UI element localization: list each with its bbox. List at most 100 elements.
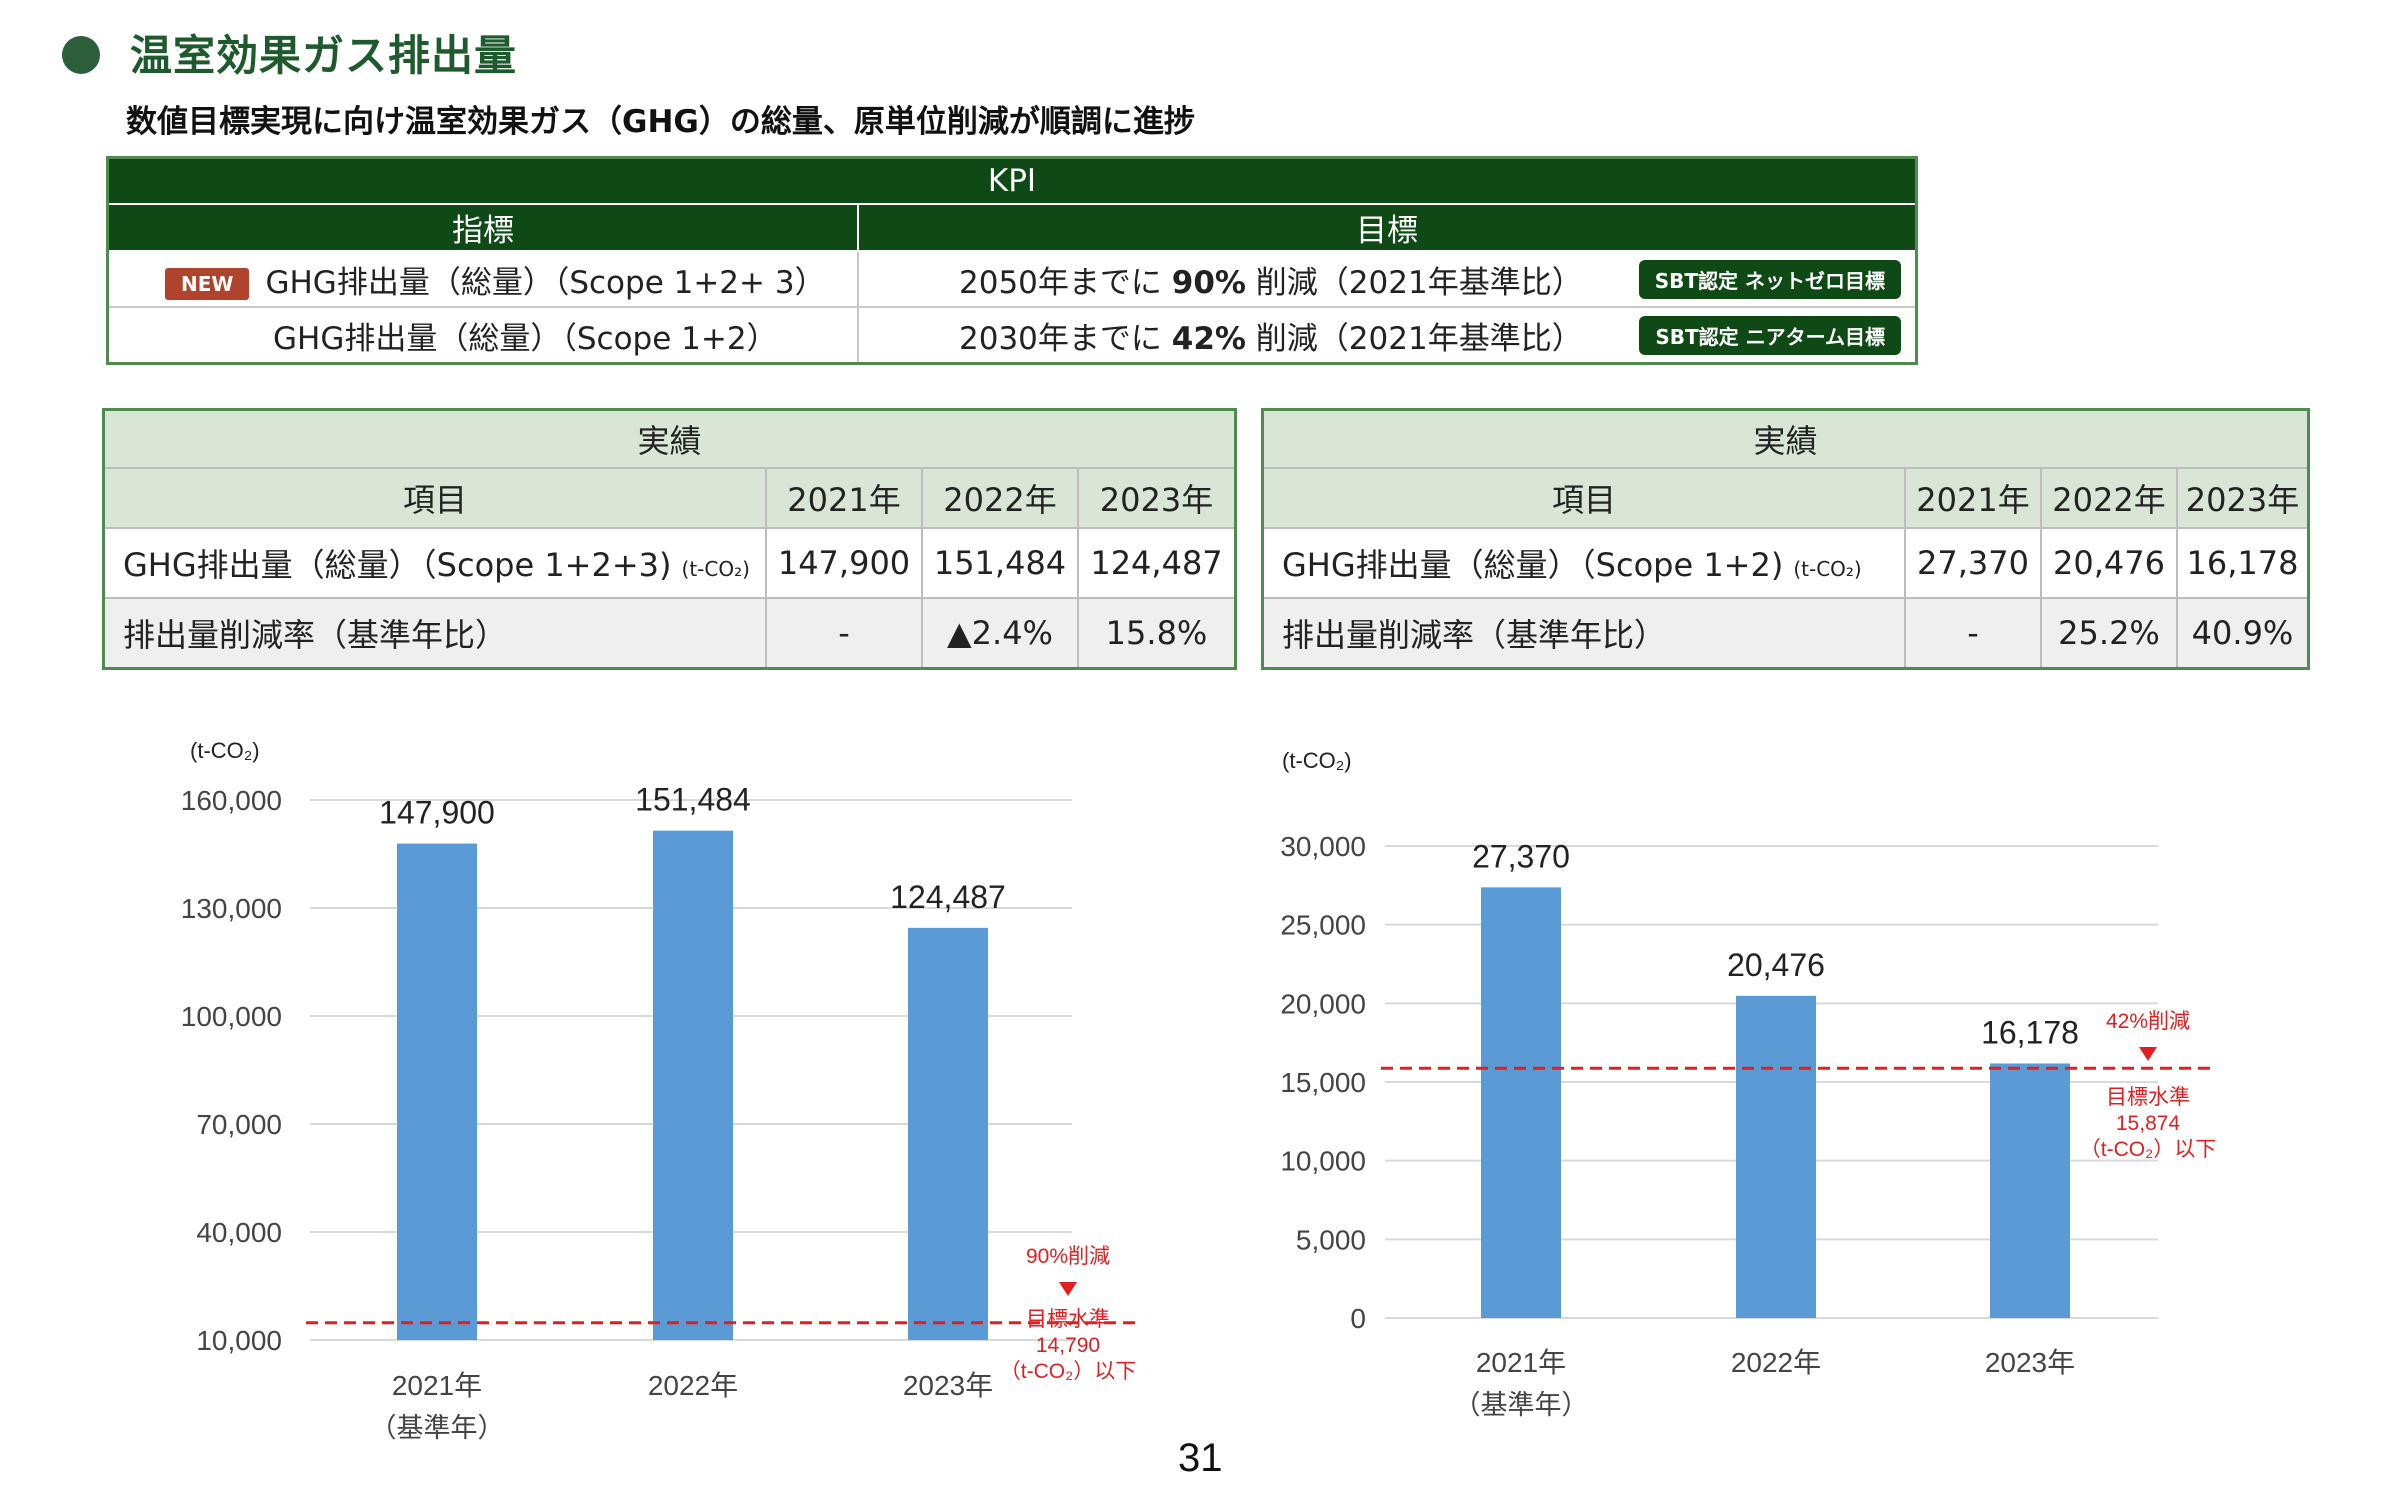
y-tick-label: 0 xyxy=(1350,1303,1366,1334)
unit-label: (t-CO₂) xyxy=(1282,748,1352,773)
target-note: （t-CO₂）以下 xyxy=(2080,1138,2216,1161)
y-tick-label: 70,000 xyxy=(196,1109,282,1140)
kpi-indicator-cell: GHG排出量（総量）（Scope 1+2） xyxy=(106,306,859,365)
table-row: GHG排出量（総量）（Scope 1+2) (t-CO₂) 27,370 20,4… xyxy=(1261,527,2310,599)
data-label: 27,370 xyxy=(1472,838,1570,874)
cell-value: 151,484 xyxy=(921,527,1079,599)
kpi-target-value: 90% xyxy=(1171,264,1246,301)
y-tick-label: 5,000 xyxy=(1296,1224,1366,1255)
x-tick-sublabel: （基準年） xyxy=(370,1413,505,1443)
kpi-indicator: GHG排出量（総量）（Scope 1+2） xyxy=(273,320,778,357)
section-bullet-icon xyxy=(62,36,100,74)
x-tick-label: 2023年 xyxy=(903,1370,993,1401)
y-tick-label: 20,000 xyxy=(1280,988,1366,1019)
bar xyxy=(397,843,477,1340)
x-tick-label: 2021年 xyxy=(1476,1347,1566,1378)
row-label: 排出量削減率（基準年比） xyxy=(1261,597,1906,670)
cell-value: 147,900 xyxy=(765,527,923,599)
bar xyxy=(653,830,733,1340)
x-tick-label: 2023年 xyxy=(1985,1347,2075,1378)
data-label: 20,476 xyxy=(1727,947,1825,983)
row-label-text: GHG排出量（総量）（Scope 1+2+3) xyxy=(123,546,672,584)
kpi-indicator: GHG排出量（総量）（Scope 1+2+ 3） xyxy=(265,264,826,301)
unit-label: (t-CO₂) xyxy=(190,738,260,763)
page-subtitle: 数値目標実現に向け温室効果ガス（GHG）の総量、原単位削減が順調に進捗 xyxy=(126,104,1195,140)
bar xyxy=(1990,1063,2070,1318)
results-caption: 実績 xyxy=(102,408,1237,469)
row-label: GHG排出量（総量）（Scope 1+2) (t-CO₂) xyxy=(1261,527,1906,599)
y-tick-label: 160,000 xyxy=(181,785,282,816)
sbt-tag: SBT認定 ニアターム目標 xyxy=(1639,315,1901,355)
kpi-target-post: 削減（2021年基準比） xyxy=(1245,320,1583,357)
col-year: 2022年 xyxy=(2040,467,2178,529)
kpi-col-target: 目標 xyxy=(857,203,1918,252)
bar xyxy=(1481,887,1561,1318)
kpi-target-pre: 2050年までに xyxy=(959,264,1172,301)
col-year: 2023年 xyxy=(1077,467,1237,529)
page-title: 温室効果ガス排出量 xyxy=(130,31,518,80)
row-unit: (t-CO₂) xyxy=(681,557,750,581)
row-label: 排出量削減率（基準年比） xyxy=(102,597,767,670)
kpi-row: GHG排出量（総量）（Scope 1+2） 2030年までに 42% 削減（20… xyxy=(106,306,1918,365)
cell-value: 25.2% xyxy=(2040,597,2178,670)
table-row: 排出量削減率（基準年比） - 25.2% 40.9% xyxy=(1261,597,2310,670)
target-reduction-label: 90%削減 xyxy=(1026,1245,1110,1268)
row-unit: (t-CO₂) xyxy=(1793,557,1862,581)
kpi-target-cell: 2030年までに 42% 削減（2021年基準比） SBT認定 ニアターム目標 xyxy=(857,306,1918,365)
kpi-col-indicator: 指標 xyxy=(106,203,859,252)
y-tick-label: 40,000 xyxy=(196,1217,282,1248)
kpi-indicator-cell: NEW GHG排出量（総量）（Scope 1+2+ 3） xyxy=(106,250,859,308)
kpi-target-post: 削減（2021年基準比） xyxy=(1245,264,1583,301)
x-tick-label: 2022年 xyxy=(648,1370,738,1401)
target-note: 14,790 xyxy=(1036,1334,1100,1357)
cell-value: ▲2.4% xyxy=(921,597,1079,670)
target-note: 15,874 xyxy=(2116,1112,2181,1135)
data-label: 151,484 xyxy=(635,782,751,818)
col-year: 2021年 xyxy=(765,467,923,529)
results-table-scope12: 実績 項目 2021年 2022年 2023年 GHG排出量（総量）（Scope… xyxy=(1261,408,2310,670)
target-reduction-label: 42%削減 xyxy=(2106,1010,2190,1033)
y-tick-label: 10,000 xyxy=(196,1325,282,1356)
col-year: 2023年 xyxy=(2176,467,2310,529)
target-note: 目標水準 xyxy=(1026,1308,1110,1331)
y-tick-label: 100,000 xyxy=(181,1001,282,1032)
cell-value: 27,370 xyxy=(1904,527,2042,599)
new-badge: NEW xyxy=(165,268,250,300)
kpi-target-cell: 2050年までに 90% 削減（2021年基準比） SBT認定 ネットゼロ目標 xyxy=(857,250,1918,308)
cell-value: - xyxy=(765,597,923,670)
bar xyxy=(908,927,988,1340)
kpi-caption: KPI xyxy=(106,156,1918,205)
target-note: （t-CO₂）以下 xyxy=(1000,1360,1136,1383)
down-arrow-icon xyxy=(2139,1047,2157,1061)
cell-value: 20,476 xyxy=(2040,527,2178,599)
col-year: 2022年 xyxy=(921,467,1079,529)
target-note: 目標水準 xyxy=(2106,1086,2190,1109)
x-tick-label: 2021年 xyxy=(392,1370,482,1401)
kpi-row: NEW GHG排出量（総量）（Scope 1+2+ 3） 2050年までに 90%… xyxy=(106,250,1918,308)
page-number: 31 xyxy=(1178,1436,1223,1480)
kpi-target-value: 42% xyxy=(1171,320,1246,357)
cell-value: 16,178 xyxy=(2176,527,2310,599)
table-row: GHG排出量（総量）（Scope 1+2+3) (t-CO₂) 147,900 1… xyxy=(102,527,1237,599)
kpi-target: 2030年までに 42% 削減（2021年基準比） xyxy=(959,313,1583,358)
col-item: 項目 xyxy=(1261,467,1906,529)
col-year: 2021年 xyxy=(1904,467,2042,529)
y-tick-label: 15,000 xyxy=(1280,1067,1366,1098)
sbt-tag: SBT認定 ネットゼロ目標 xyxy=(1638,259,1901,299)
y-tick-label: 130,000 xyxy=(181,893,282,924)
row-label: GHG排出量（総量）（Scope 1+2+3) (t-CO₂) xyxy=(102,527,767,599)
x-tick-sublabel: （基準年） xyxy=(1454,1390,1589,1420)
data-label: 147,900 xyxy=(379,795,495,831)
cell-value: - xyxy=(1904,597,2042,670)
down-arrow-icon xyxy=(1059,1282,1077,1296)
results-caption: 実績 xyxy=(1261,408,2310,469)
x-tick-label: 2022年 xyxy=(1731,1347,1821,1378)
results-table-scope123: 実績 項目 2021年 2022年 2023年 GHG排出量（総量）（Scope… xyxy=(102,408,1237,670)
kpi-table: KPI 指標 目標 NEW GHG排出量（総量）（Scope 1+2+ 3） 20… xyxy=(106,156,1918,365)
data-label: 16,178 xyxy=(1981,1014,2079,1050)
row-label-text: GHG排出量（総量）（Scope 1+2) xyxy=(1282,546,1784,584)
y-tick-label: 25,000 xyxy=(1280,910,1366,941)
cell-value: 124,487 xyxy=(1077,527,1237,599)
data-label: 124,487 xyxy=(890,879,1006,915)
